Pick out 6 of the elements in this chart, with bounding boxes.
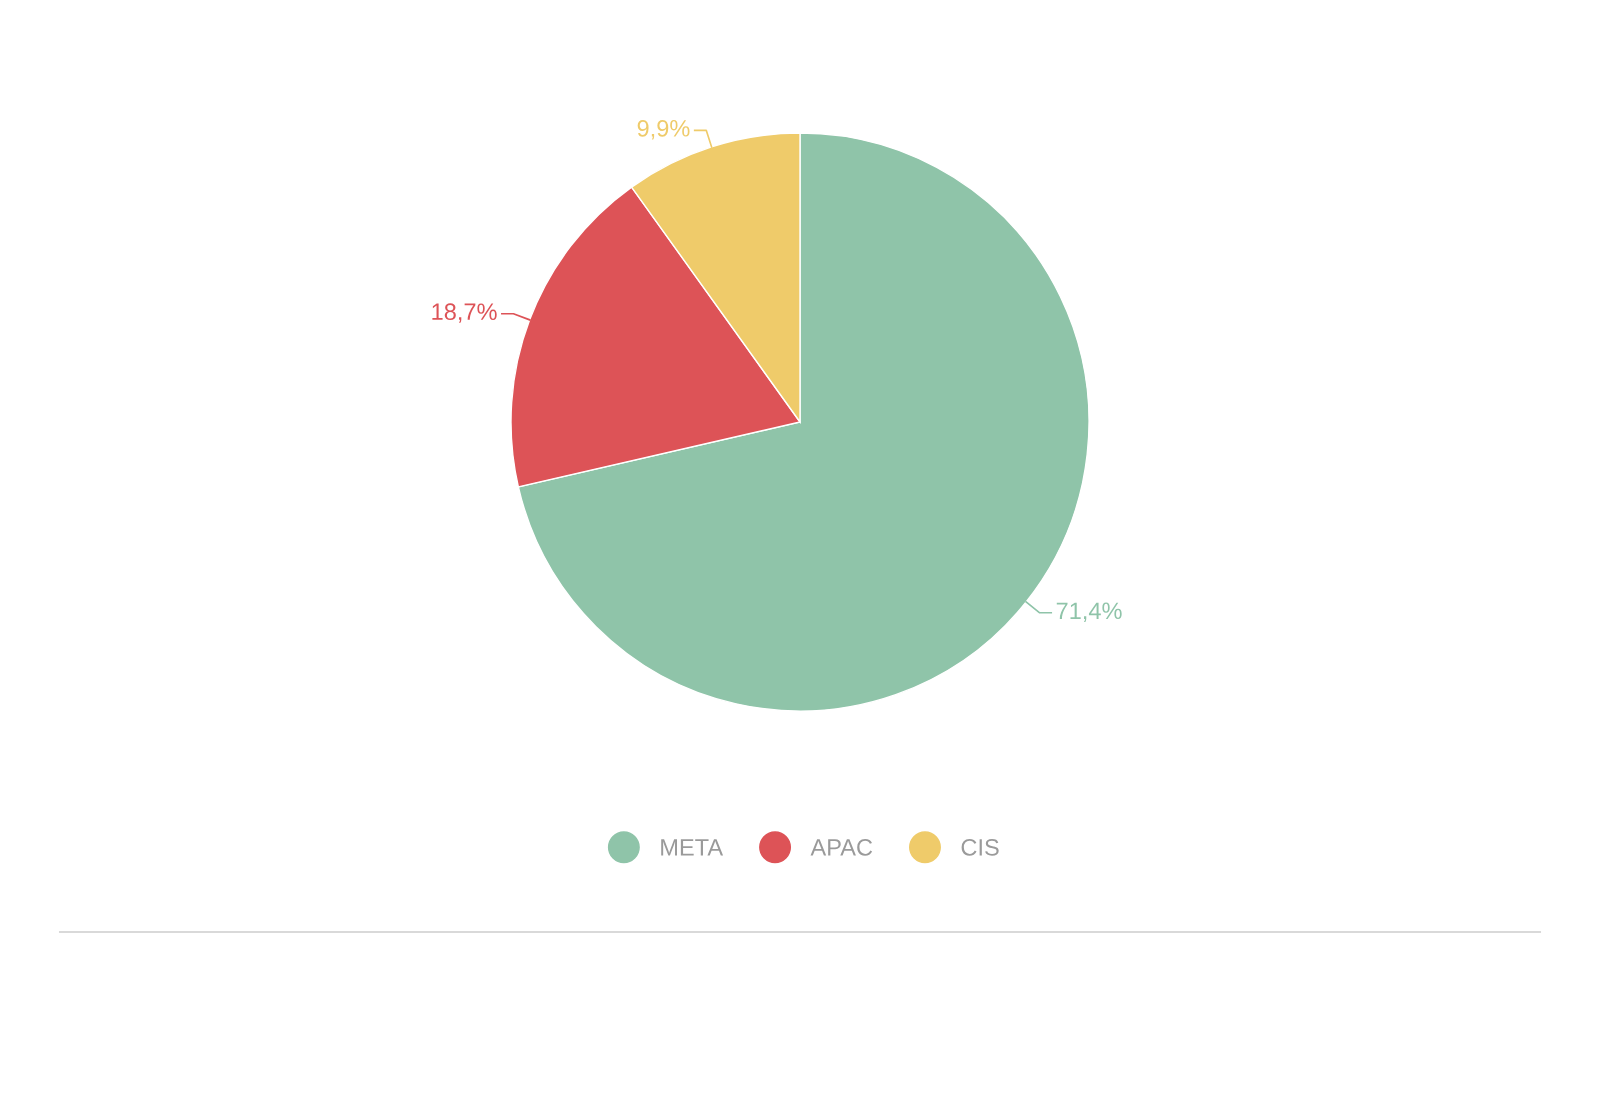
legend-label: META <box>661 839 724 856</box>
legend-label: APAC <box>810 839 873 856</box>
data-label: 9,9% <box>637 119 690 140</box>
data-label: 71,4% <box>1056 602 1122 622</box>
legend-label: CIS <box>961 839 999 856</box>
data-label: 18,7% <box>432 303 497 323</box>
